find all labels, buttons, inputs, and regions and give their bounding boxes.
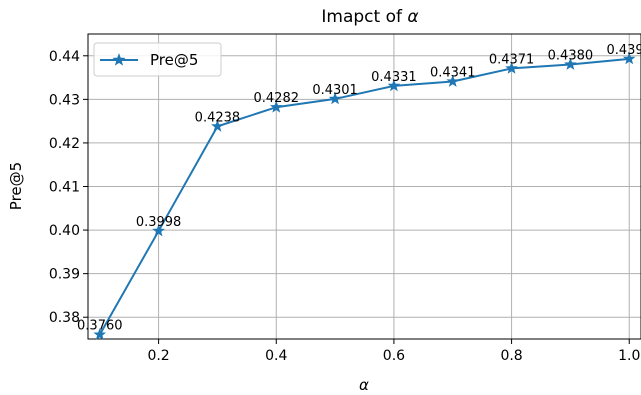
x-tick-label: 0.2 bbox=[147, 348, 169, 364]
legend-label: Pre@5 bbox=[150, 51, 198, 69]
x-tick-label: 1.0 bbox=[618, 348, 640, 364]
y-tick-label: 0.40 bbox=[49, 223, 80, 239]
x-tick-label: 0.6 bbox=[383, 348, 405, 364]
data-point-star bbox=[446, 74, 460, 87]
y-tick-label: 0.39 bbox=[49, 267, 80, 283]
data-label: 0.4371 bbox=[489, 52, 535, 67]
data-label: 0.4331 bbox=[371, 70, 417, 85]
data-label: 0.4393 bbox=[606, 43, 641, 58]
data-label: 0.3998 bbox=[136, 215, 182, 230]
data-label: 0.4282 bbox=[254, 91, 300, 106]
x-axis-label: α bbox=[359, 376, 369, 394]
legend-star-icon bbox=[112, 53, 126, 66]
data-label: 0.4341 bbox=[430, 65, 476, 80]
chart-title: Imapct of α bbox=[321, 7, 418, 27]
data-point-star bbox=[564, 57, 577, 70]
axis-ticks: 0.2 0.4 0.6 0.8 1.00.380.390.400.410.420.430… bbox=[49, 49, 641, 364]
data-label: 0.4301 bbox=[312, 83, 358, 98]
data-point-star bbox=[387, 79, 401, 92]
data-point-star bbox=[152, 224, 165, 237]
series-line bbox=[98, 57, 630, 336]
y-tick-label: 0.38 bbox=[49, 310, 80, 326]
y-tick-label: 0.42 bbox=[49, 136, 80, 152]
legend-box bbox=[93, 42, 222, 77]
data-point-star bbox=[93, 327, 107, 341]
data-point-star bbox=[211, 119, 224, 132]
data-label: 0.4380 bbox=[548, 49, 594, 64]
chart-title-symbol: α bbox=[407, 7, 418, 27]
data-label: 0.4238 bbox=[195, 110, 241, 125]
data-labels: 0.3760 0.3998 0.4238 0.4282 0.4301 0.4331 0.43… bbox=[77, 43, 641, 334]
grid bbox=[88, 34, 641, 339]
x-tick-label: 0.4 bbox=[265, 348, 287, 364]
y-tick-label: 0.41 bbox=[49, 180, 80, 196]
series-pre5 bbox=[93, 52, 636, 341]
y-axis-label: Pre@5 bbox=[7, 162, 25, 210]
data-label: 0.3760 bbox=[77, 319, 123, 334]
legend: Pre@5 bbox=[93, 42, 222, 77]
data-point-star bbox=[269, 100, 283, 113]
data-point-star bbox=[328, 92, 342, 105]
data-point-star bbox=[505, 61, 518, 74]
x-tick-label: 0.8 bbox=[500, 348, 522, 364]
y-tick-label: 0.44 bbox=[49, 49, 80, 65]
data-point-star bbox=[622, 52, 636, 65]
y-tick-label: 0.43 bbox=[49, 92, 80, 108]
